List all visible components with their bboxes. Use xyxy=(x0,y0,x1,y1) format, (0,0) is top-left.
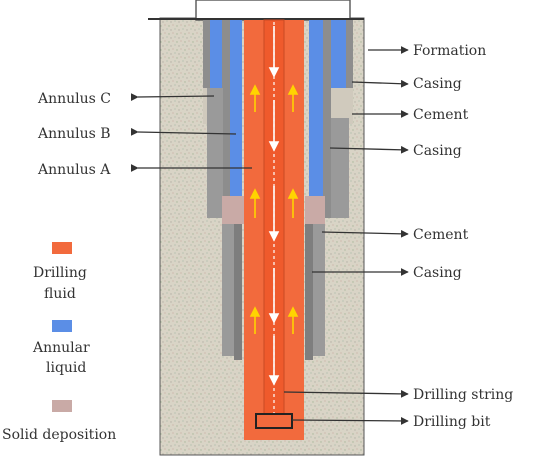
label-cement-upper: Cement xyxy=(413,107,469,123)
label-annulus-a: Annulus A xyxy=(37,162,111,178)
annulus-b-liquid-left xyxy=(230,20,242,196)
label-casing-production: Casing xyxy=(413,265,462,281)
legend-label-drilling-fluid-line2: fluid xyxy=(44,286,76,302)
intermediate-casing-wall-left xyxy=(207,88,223,218)
label-drilling-string: Drilling string xyxy=(413,387,513,403)
intermediate-casing-right xyxy=(323,20,331,218)
legend-label-annular-liquid-line1: Annular xyxy=(32,340,90,356)
left-leader-lines xyxy=(130,93,252,172)
wellhead xyxy=(195,0,351,21)
solid-deposition-left xyxy=(222,196,244,224)
intermediate-casing-wall-right xyxy=(331,118,349,218)
outer-casing-right xyxy=(346,20,353,120)
label-casing-outer: Casing xyxy=(413,76,462,92)
legend: Drilling fluid Annular liquid Solid depo… xyxy=(2,242,116,443)
label-drilling-bit: Drilling bit xyxy=(413,414,491,430)
label-formation: Formation xyxy=(413,43,486,59)
intermediate-casing-left xyxy=(222,20,230,218)
label-annulus-b: Annulus B xyxy=(37,126,111,142)
legend-label-drilling-fluid-line1: Drilling xyxy=(33,265,87,281)
legend-swatch-annular-liquid xyxy=(52,320,72,332)
legend-label-annular-liquid-line2: liquid xyxy=(46,360,86,376)
production-casing-shoe-right xyxy=(305,224,313,360)
right-leader-lines xyxy=(283,46,409,425)
legend-swatch-solid-deposition xyxy=(52,400,72,412)
downflow-arrows xyxy=(268,26,280,386)
drilling-bit xyxy=(255,413,293,429)
production-casing-shoe-left xyxy=(234,224,242,360)
legend-label-solid-deposition: Solid deposition xyxy=(2,427,116,443)
legend-swatch-drilling-fluid xyxy=(52,242,72,254)
solid-deposition-right xyxy=(305,196,325,224)
label-cement-lower: Cement xyxy=(413,227,469,243)
annulus-c-liquid-right xyxy=(331,20,346,88)
outer-casing-left xyxy=(203,20,210,120)
label-annulus-c: Annulus C xyxy=(37,91,111,107)
label-casing-intermediate: Casing xyxy=(413,143,462,159)
upflow-arrows xyxy=(249,84,299,334)
annulus-c-liquid-left xyxy=(210,20,222,88)
cement-top-right xyxy=(331,88,353,124)
annulus-b-liquid-right xyxy=(309,20,323,196)
